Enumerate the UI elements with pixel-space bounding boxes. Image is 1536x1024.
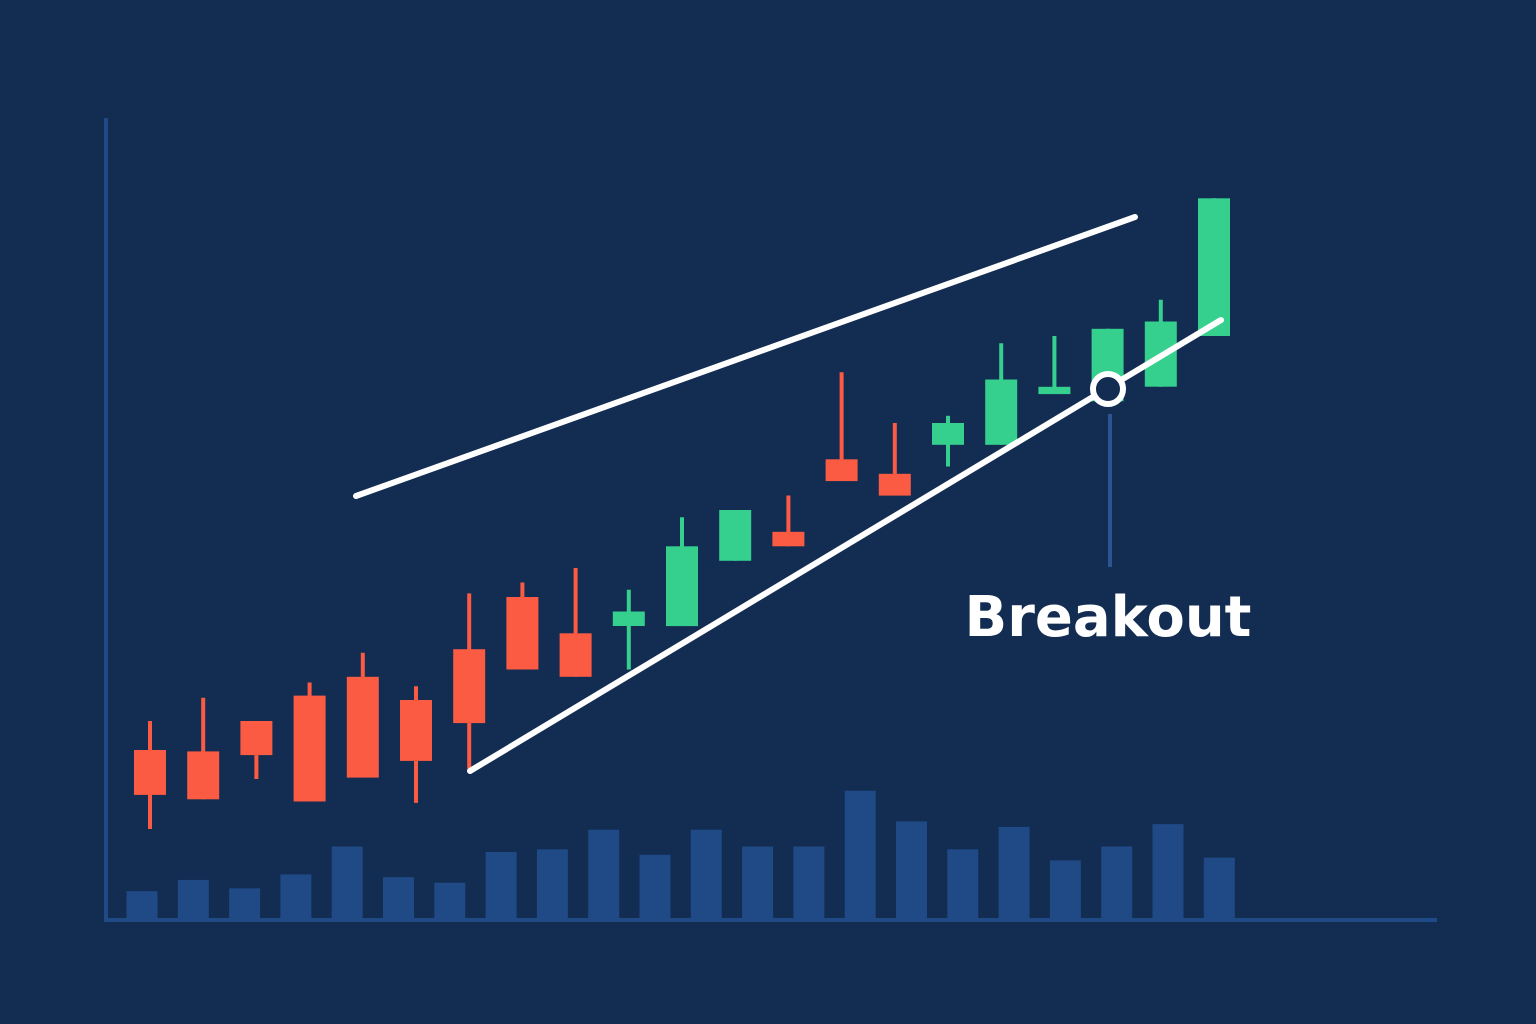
candlesticks bbox=[134, 198, 1230, 829]
candle-body bbox=[134, 750, 166, 795]
chart-axes bbox=[104, 118, 1437, 922]
bearish-candle bbox=[878, 423, 911, 496]
volume-bar bbox=[485, 852, 517, 919]
candle-body bbox=[506, 597, 539, 670]
candle-body bbox=[1038, 386, 1071, 395]
volume-bar bbox=[1203, 857, 1235, 919]
volume-bar bbox=[434, 882, 466, 919]
bearish-candle bbox=[453, 593, 486, 769]
candle-body bbox=[878, 473, 911, 496]
volume-bar bbox=[1152, 824, 1184, 919]
volume-bar bbox=[690, 829, 722, 919]
bearish-candle bbox=[506, 582, 539, 670]
candle-body bbox=[825, 459, 858, 482]
candle-body bbox=[559, 633, 592, 677]
volume-bar bbox=[639, 854, 671, 919]
bullish-candle bbox=[1038, 336, 1071, 395]
volume-bar bbox=[280, 874, 312, 919]
volume-bar bbox=[177, 879, 209, 919]
bearish-candle bbox=[400, 686, 432, 803]
breakout-label: Breakout bbox=[965, 585, 1252, 650]
volume-bar bbox=[844, 790, 876, 919]
bullish-candle bbox=[985, 343, 1018, 445]
bearish-candle bbox=[293, 682, 326, 802]
upper-trendline bbox=[353, 214, 1138, 499]
candle-body bbox=[612, 611, 645, 626]
volume-bar bbox=[229, 888, 261, 919]
bearish-candle bbox=[346, 652, 379, 778]
candle-body bbox=[240, 721, 273, 756]
breakout-annotation: Breakout bbox=[965, 371, 1252, 650]
bearish-candle bbox=[240, 721, 273, 779]
volume-bar bbox=[896, 821, 927, 919]
bullish-candle bbox=[666, 517, 698, 627]
volume-bar bbox=[331, 846, 363, 919]
candle-body bbox=[400, 700, 432, 761]
volume-bar bbox=[793, 846, 825, 919]
volume-bar bbox=[1101, 846, 1133, 919]
candle-body bbox=[346, 676, 379, 778]
candle-body bbox=[1198, 198, 1230, 336]
volume-bar bbox=[947, 849, 979, 920]
candle-body bbox=[666, 546, 698, 627]
volume-bar bbox=[536, 849, 568, 920]
candle-body bbox=[719, 510, 752, 561]
volume-bar bbox=[998, 826, 1030, 919]
candle-body bbox=[293, 695, 326, 802]
bearish-candle bbox=[559, 568, 592, 677]
bearish-candle bbox=[825, 372, 858, 482]
volume-bar bbox=[1049, 860, 1081, 919]
candle-body bbox=[453, 649, 486, 724]
candle-body bbox=[772, 531, 805, 547]
bearish-candle bbox=[772, 495, 805, 547]
volume-bar bbox=[742, 846, 774, 919]
bullish-candle bbox=[612, 589, 645, 670]
candle-body bbox=[932, 423, 964, 445]
candle-body bbox=[985, 379, 1018, 445]
breakout-marker-icon bbox=[1090, 371, 1126, 407]
bearish-candle bbox=[134, 721, 166, 829]
candle-body bbox=[187, 751, 220, 800]
bearish-candle bbox=[187, 697, 220, 800]
bullish-candle bbox=[932, 415, 964, 467]
bullish-candle bbox=[1198, 198, 1230, 336]
volume-bar bbox=[383, 877, 414, 919]
volume-bar bbox=[126, 891, 158, 919]
volume-bar bbox=[588, 829, 620, 919]
bullish-candle bbox=[719, 510, 752, 561]
volume-bars bbox=[126, 790, 1235, 920]
